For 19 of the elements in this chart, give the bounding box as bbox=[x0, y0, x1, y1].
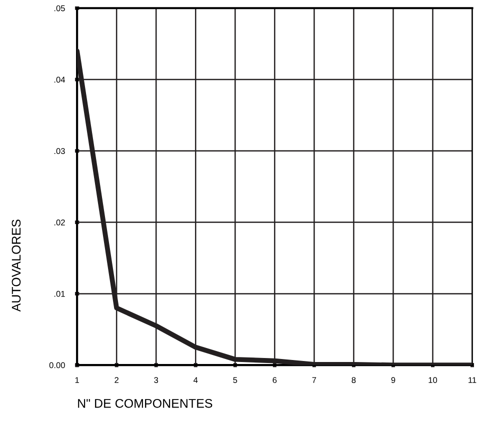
x-tick-label: 1 bbox=[75, 377, 79, 383]
y-tick-label: .01 bbox=[54, 290, 65, 297]
x-tick-label: 10 bbox=[428, 377, 438, 384]
x-tick-label: 9 bbox=[391, 377, 396, 384]
x-tick-label: 6 bbox=[272, 377, 277, 384]
x-tick-label: 11 bbox=[468, 377, 476, 383]
x-tick-label: 2 bbox=[114, 377, 118, 383]
x-tick-label: 4 bbox=[194, 377, 198, 383]
x-tick-label: 7 bbox=[312, 377, 316, 383]
y-tick-label: 0.00 bbox=[49, 362, 65, 368]
y-tick-label: .04 bbox=[54, 76, 66, 83]
x-tick-label: 5 bbox=[233, 377, 238, 384]
x-tick-label: 8 bbox=[352, 377, 356, 384]
x-tick-label: 3 bbox=[154, 377, 158, 384]
y-axis-title: AUTOVALORES bbox=[12, 220, 21, 312]
x-axis-title: N" DE COMPONENTES bbox=[78, 398, 212, 408]
y-tick-label: .02 bbox=[54, 220, 65, 226]
y-tick-label: .03 bbox=[54, 148, 65, 154]
y-tick-label: .05 bbox=[54, 5, 65, 12]
